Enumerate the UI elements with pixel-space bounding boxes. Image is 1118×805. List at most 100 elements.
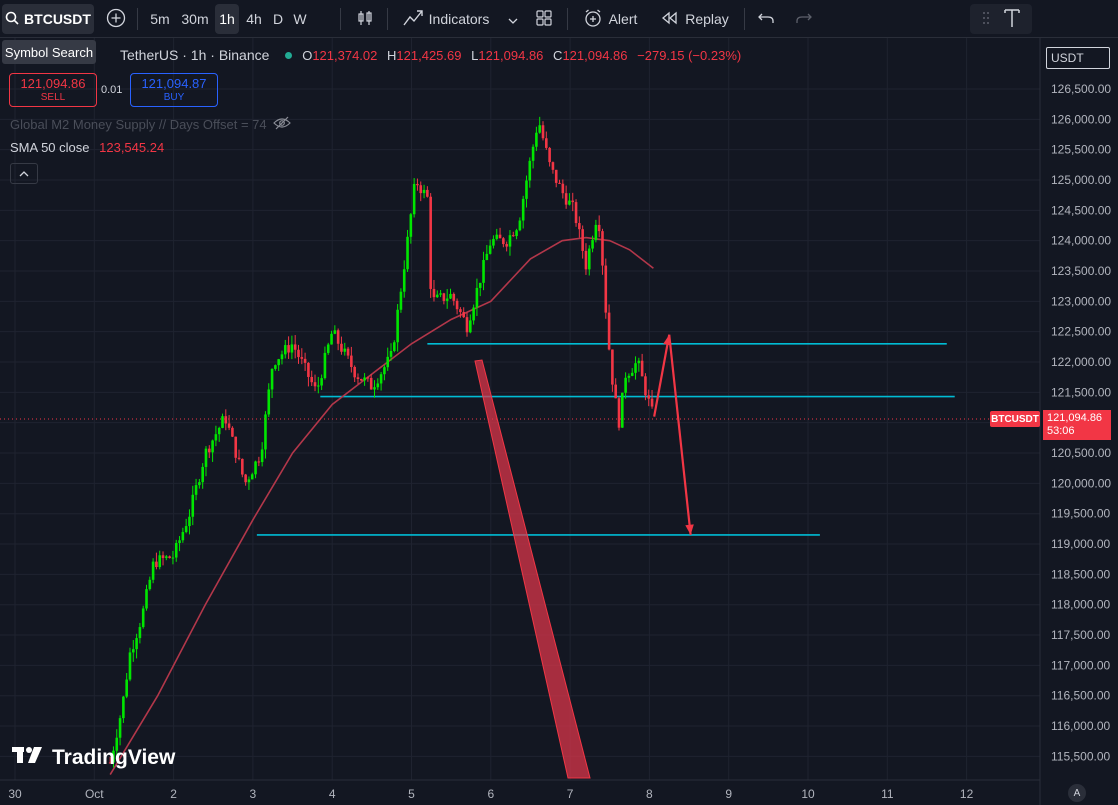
spread-value: 0.01 xyxy=(101,84,123,96)
candle-body xyxy=(112,750,115,763)
replay-button[interactable]: Replay xyxy=(656,4,734,34)
candle-body xyxy=(125,679,128,697)
projection-arrows[interactable] xyxy=(653,334,694,536)
sma-50-path xyxy=(109,236,654,776)
candle-body xyxy=(488,245,492,254)
candle-body xyxy=(594,224,598,241)
candle-body xyxy=(224,416,228,424)
candle-body xyxy=(274,365,277,369)
candle-body xyxy=(158,555,162,568)
candle-body xyxy=(115,737,119,751)
currency-select[interactable]: USDT xyxy=(1046,47,1110,69)
toolbar-divider xyxy=(387,8,388,30)
undo-button[interactable] xyxy=(752,4,780,34)
tradingview-logo-text: TradingView xyxy=(52,746,176,769)
candle-body xyxy=(366,377,370,379)
horizontal-lines[interactable] xyxy=(256,343,955,536)
text-tool-panel[interactable] xyxy=(970,4,1032,34)
auto-scale-button[interactable]: A xyxy=(1068,784,1086,802)
symbol-search-button[interactable]: BTCUSDT xyxy=(2,4,94,34)
candle-body xyxy=(227,423,231,428)
candle-body xyxy=(452,293,456,301)
price-tick-label: 126,000.00 xyxy=(1051,112,1111,126)
interval-30m[interactable]: 30m xyxy=(181,11,209,27)
indicators-dropdown[interactable] xyxy=(502,4,524,34)
time-axis[interactable]: 30 Oct 2 3 4 5 6 7 8 9 10 11 12 xyxy=(0,779,1040,801)
candle-body xyxy=(118,718,122,738)
candle-body xyxy=(607,312,611,350)
candle-body xyxy=(211,440,214,453)
candle-body xyxy=(402,269,406,292)
candle-body xyxy=(300,357,304,359)
candle-body xyxy=(231,427,234,437)
candle-body xyxy=(644,376,647,396)
sma-indicator-legend[interactable]: SMA 50 close 123,545.24 xyxy=(10,140,164,155)
collapse-legend-button[interactable] xyxy=(10,163,38,184)
tradingview-logo[interactable]: TradingView xyxy=(12,745,175,771)
candle-body xyxy=(307,362,310,377)
candle-body xyxy=(333,330,337,334)
low-label: L xyxy=(471,48,479,63)
candle-body xyxy=(396,309,399,343)
time-tick-label: 8 xyxy=(646,787,653,801)
interval-1h[interactable]: 1h xyxy=(215,4,239,34)
candle-body xyxy=(548,147,551,163)
change-value: −279.15 (−0.23%) xyxy=(637,48,742,63)
time-tick-label: 9 xyxy=(725,787,732,801)
candle-body xyxy=(214,434,218,441)
candle-body xyxy=(541,125,545,139)
alert-button[interactable]: Alert xyxy=(577,4,643,34)
open-value: 121,374.02 xyxy=(312,48,378,63)
candle-body xyxy=(254,461,257,475)
chevron-up-icon xyxy=(19,168,29,180)
eye-hidden-icon[interactable] xyxy=(272,116,291,133)
candle-body xyxy=(283,345,287,355)
candle-body xyxy=(630,372,634,376)
compare-symbol-button[interactable] xyxy=(101,4,131,34)
candle-body xyxy=(538,125,542,133)
candle-body xyxy=(174,543,178,558)
candle-body xyxy=(426,189,429,197)
candle-body xyxy=(383,367,386,375)
drawing-objects[interactable] xyxy=(474,359,591,779)
candle-body xyxy=(442,293,446,301)
sell-price: 121,094.86 xyxy=(20,76,86,91)
indicators-button[interactable]: Indicators xyxy=(397,4,495,34)
redo-button[interactable] xyxy=(790,4,818,34)
red-wedge-drawing[interactable] xyxy=(474,359,591,779)
arrow-line xyxy=(668,334,692,536)
candle-body xyxy=(201,466,204,483)
candle-body xyxy=(379,374,383,384)
chart-type-button[interactable] xyxy=(350,4,380,34)
candle-body xyxy=(389,351,393,357)
candle-body xyxy=(386,356,390,368)
buy-button[interactable]: 121,094.87 BUY xyxy=(130,73,218,107)
candle-body xyxy=(459,309,462,313)
sell-button[interactable]: 121,094.86 SELL xyxy=(9,73,97,107)
candle-body xyxy=(624,377,627,393)
interval-d[interactable]: D xyxy=(272,11,284,27)
price-tick-label: 118,500.00 xyxy=(1051,567,1110,581)
candle-body xyxy=(640,360,644,377)
interval-w[interactable]: W xyxy=(293,11,307,27)
text-tool-icon xyxy=(1004,8,1020,31)
candle-body xyxy=(419,185,423,194)
candle-body xyxy=(237,457,241,459)
sell-label: SELL xyxy=(40,92,66,103)
arrow-head xyxy=(685,524,694,535)
candle-body xyxy=(138,627,142,639)
layouts-button[interactable] xyxy=(529,4,559,34)
candle-body xyxy=(528,160,532,181)
candle-body xyxy=(234,436,238,458)
time-tick-label: 10 xyxy=(801,787,815,801)
m2-indicator-legend[interactable]: Global M2 Money Supply // Days Offset = … xyxy=(10,116,291,133)
top-toolbar: BTCUSDT 5m 30m 1h 4h D W Indicators xyxy=(0,0,1118,38)
interval-5m[interactable]: 5m xyxy=(150,11,170,27)
interval-4h[interactable]: 4h xyxy=(246,11,262,27)
price-chart[interactable]: 115,500.00 116,000.00 116,500.00 117,000.00… xyxy=(0,38,1118,805)
price-tick-label: 122,500.00 xyxy=(1051,325,1111,339)
candle-body xyxy=(270,368,274,390)
candle-body xyxy=(260,449,264,463)
candle-body xyxy=(244,474,247,483)
candle-body xyxy=(141,608,145,628)
